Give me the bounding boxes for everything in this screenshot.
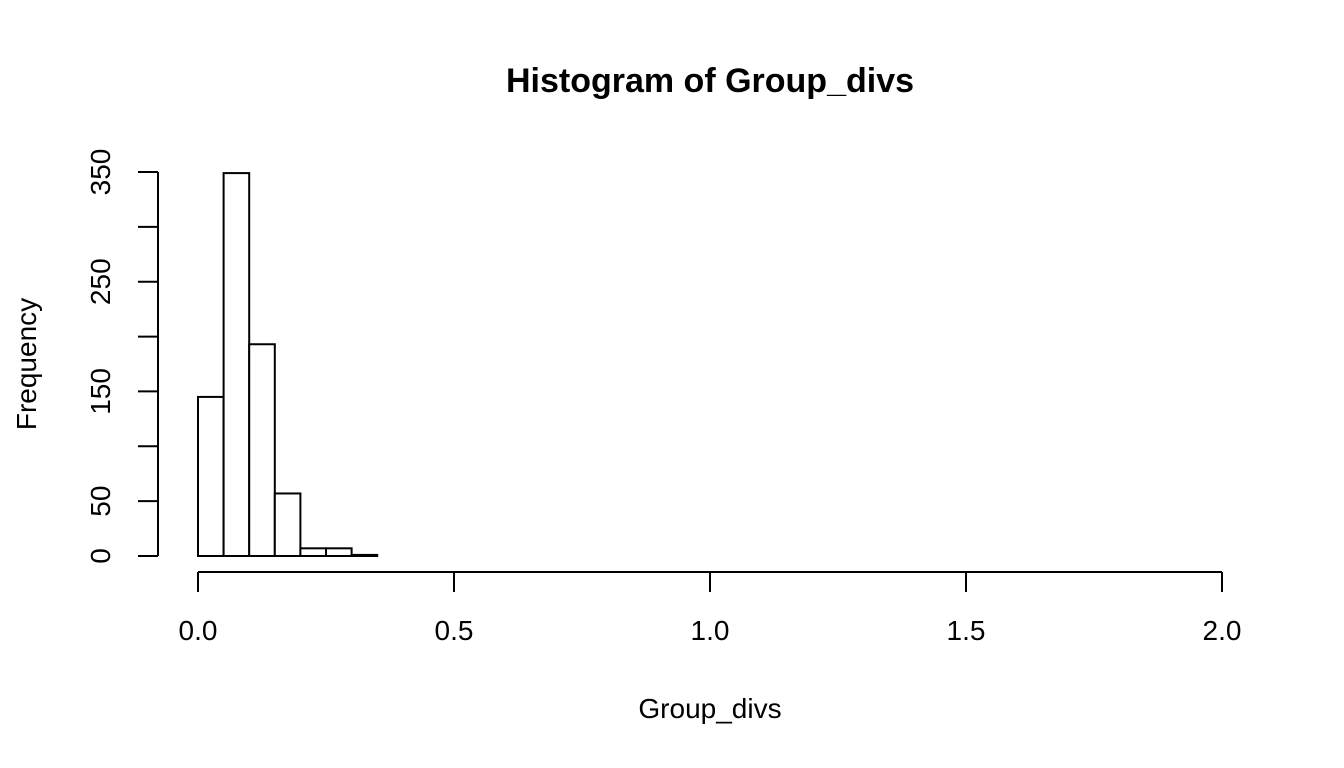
y-tick-label-7: 350	[85, 149, 116, 196]
x-axis-label: Group_divs	[638, 693, 781, 724]
y-tick-label-1: 50	[85, 486, 116, 517]
y-tick-label-3: 150	[85, 368, 116, 415]
x-tick-label-0: 0.0	[179, 615, 218, 646]
y-axis: 0 50 150 250 350	[85, 149, 159, 564]
x-axis: 0.0 0.5 1.0 1.5 2.0	[179, 571, 1242, 646]
histogram-bar-5	[325, 547, 353, 558]
y-tick-label-5: 250	[85, 258, 116, 305]
histogram-bar-4	[299, 547, 327, 558]
histogram-bar-6	[350, 553, 379, 557]
chart-title: Histogram of Group_divs	[506, 62, 914, 100]
x-tick-label-1: 0.5	[435, 615, 474, 646]
y-axis-label: Frequency	[11, 298, 42, 430]
histogram-bars	[197, 172, 379, 558]
x-tick-label-2: 1.0	[691, 615, 730, 646]
histogram-bar-1	[222, 172, 251, 557]
histogram-bar-2	[248, 343, 276, 557]
x-tick-label-4: 2.0	[1203, 615, 1242, 646]
histogram-bar-0	[197, 395, 225, 557]
histogram-bar-3	[273, 492, 302, 558]
y-tick-label-0: 0	[85, 548, 116, 564]
x-tick-label-3: 1.5	[947, 615, 986, 646]
